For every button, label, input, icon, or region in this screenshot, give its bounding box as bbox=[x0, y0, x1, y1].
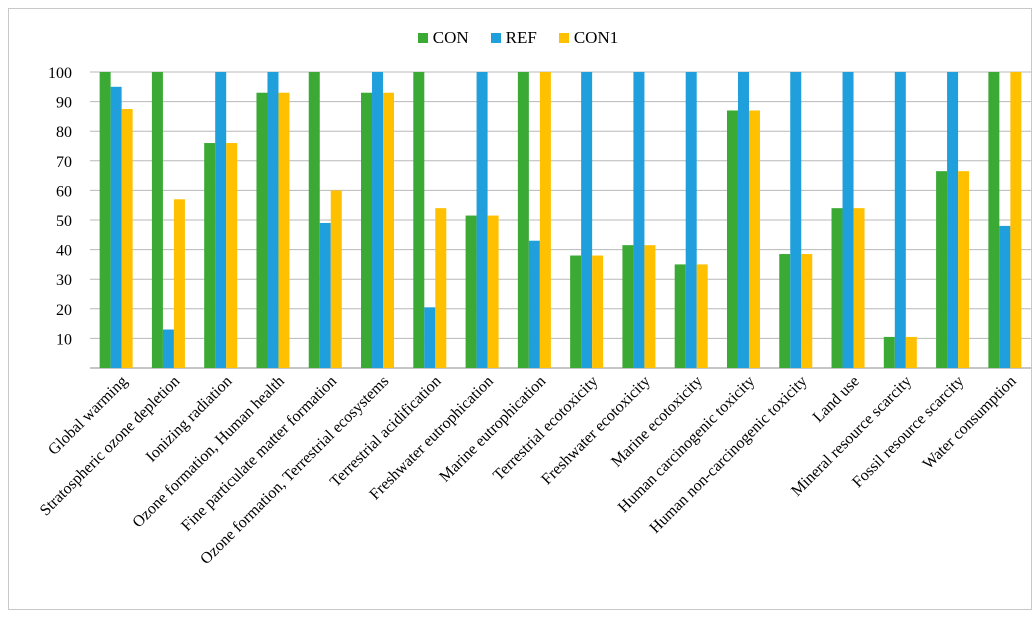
legend-label: CON1 bbox=[573, 28, 619, 47]
bar-ref bbox=[528, 240, 540, 368]
legend-item-ref: REF bbox=[490, 28, 537, 48]
y-tick-label: 20 bbox=[56, 302, 72, 319]
bar-ref bbox=[947, 72, 959, 368]
bar-con bbox=[465, 215, 477, 368]
bar-con bbox=[99, 72, 111, 368]
bar-con1 bbox=[592, 255, 604, 368]
bar-con bbox=[517, 72, 529, 368]
bar-con bbox=[622, 245, 634, 368]
bar-con1 bbox=[644, 245, 656, 368]
y-tick-label: 30 bbox=[56, 272, 72, 289]
bar-con1 bbox=[539, 72, 551, 368]
bar-con bbox=[570, 255, 582, 368]
y-tick-label: 50 bbox=[56, 213, 72, 230]
bar-ref bbox=[633, 72, 645, 368]
bar-con bbox=[256, 92, 268, 368]
y-tick-label: 40 bbox=[56, 243, 72, 260]
bar-con bbox=[151, 72, 163, 368]
bar-con1 bbox=[696, 264, 708, 368]
bar-con bbox=[726, 110, 738, 368]
x-tick-label: Land use bbox=[810, 373, 863, 426]
bar-con1 bbox=[853, 208, 865, 368]
bar-ref bbox=[372, 72, 384, 368]
bar-ref bbox=[894, 72, 906, 368]
bar-con1 bbox=[383, 92, 395, 368]
bar-con1 bbox=[278, 92, 290, 368]
bar-con1 bbox=[487, 215, 499, 368]
y-tick-label: 70 bbox=[56, 154, 72, 171]
x-tick-label: Marine ecotoxicity bbox=[608, 373, 706, 471]
chart-frame bbox=[8, 8, 1032, 610]
bar-ref bbox=[110, 86, 122, 369]
bar-con1 bbox=[330, 190, 342, 368]
bar-ref bbox=[581, 72, 593, 368]
bar-ref bbox=[476, 72, 488, 368]
y-tick-label: 90 bbox=[56, 95, 72, 112]
bar-ref bbox=[215, 72, 227, 368]
bar-con1 bbox=[748, 110, 760, 368]
bar-ref bbox=[162, 329, 174, 368]
bar-ref bbox=[999, 225, 1011, 368]
bar-con1 bbox=[905, 336, 917, 368]
bar-ref bbox=[842, 72, 854, 368]
bar-con1 bbox=[173, 199, 185, 368]
bar-con1 bbox=[121, 109, 133, 368]
bar-ref bbox=[737, 72, 749, 368]
legend-item-con1: CON1 bbox=[558, 28, 619, 48]
bar-con1 bbox=[1010, 72, 1022, 368]
bar-con1 bbox=[801, 254, 813, 368]
legend-label: REF bbox=[505, 28, 537, 47]
y-tick-label: 80 bbox=[56, 124, 72, 141]
bar-con bbox=[831, 208, 843, 368]
bar-con bbox=[883, 336, 895, 368]
legend: CON REF CON1 bbox=[0, 28, 1036, 48]
x-tick-label: Ozone formation, Terrestrial ecosystems bbox=[197, 373, 392, 568]
bar-con bbox=[204, 143, 216, 368]
bar-con bbox=[936, 171, 948, 368]
bar-ref bbox=[790, 72, 802, 368]
y-tick-label: 100 bbox=[48, 65, 72, 82]
bar-con bbox=[779, 254, 791, 368]
y-tick-label: 60 bbox=[56, 183, 72, 200]
bar-con bbox=[413, 72, 425, 368]
bar-ref bbox=[267, 72, 279, 368]
bar-con bbox=[308, 72, 320, 368]
bar-ref bbox=[424, 307, 436, 368]
bar-ref bbox=[685, 72, 697, 368]
y-tick-label: 10 bbox=[56, 331, 72, 348]
legend-item-con: CON bbox=[417, 28, 469, 48]
bar-con1 bbox=[226, 143, 238, 368]
legend-swatch bbox=[490, 33, 501, 43]
x-tick-label: Water consumption bbox=[920, 373, 1020, 473]
legend-swatch bbox=[558, 33, 569, 43]
bar-con bbox=[674, 264, 686, 368]
bar-ref bbox=[319, 222, 331, 368]
legend-swatch bbox=[417, 33, 428, 43]
bar-con bbox=[988, 72, 1000, 368]
bar-con1 bbox=[435, 208, 447, 368]
legend-label: CON bbox=[432, 28, 469, 47]
bar-con bbox=[361, 92, 373, 368]
bar-con1 bbox=[958, 171, 970, 368]
